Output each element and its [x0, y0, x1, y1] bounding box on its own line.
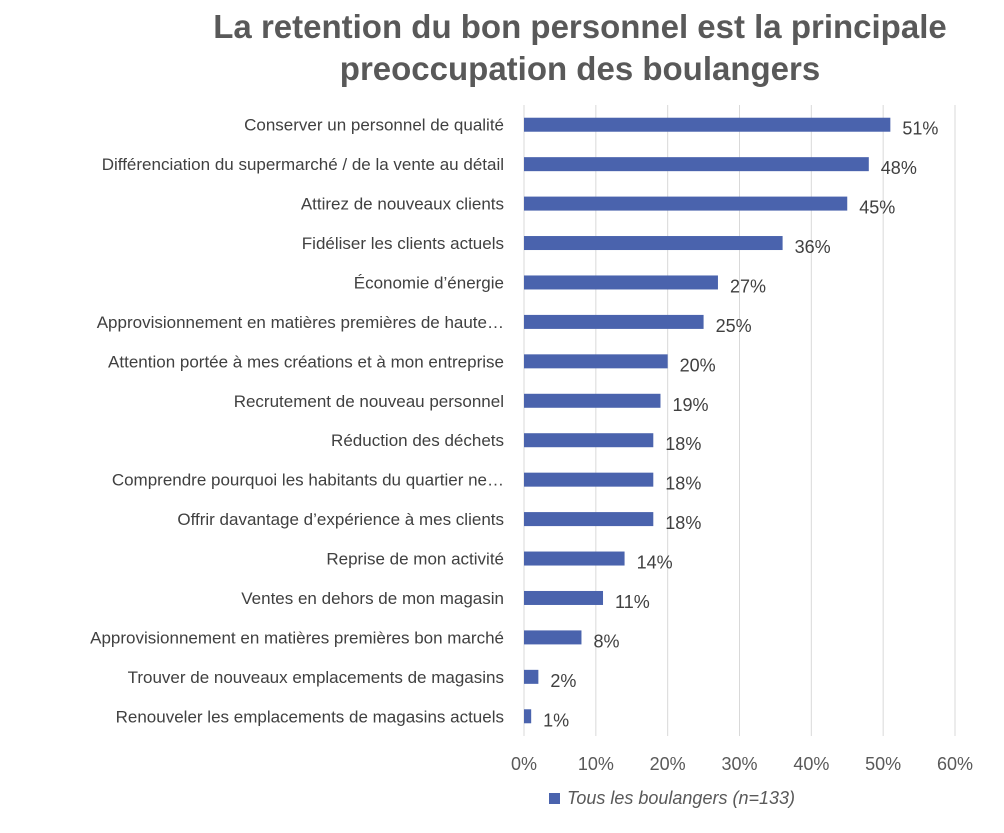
- bar: [524, 472, 654, 487]
- bar: [524, 157, 869, 172]
- category-label: Reprise de mon activité: [326, 550, 504, 569]
- category-label: Offrir davantage d’expérience à mes clie…: [177, 510, 504, 529]
- bar: [524, 393, 661, 408]
- bar: [524, 630, 582, 645]
- legend-label: Tous les boulangers (n=133): [567, 788, 795, 808]
- bar: [524, 236, 783, 251]
- category-label: Fidéliser les clients actuels: [302, 234, 504, 253]
- bar: [524, 196, 848, 211]
- category-label: Trouver de nouveaux emplacements de maga…: [128, 668, 504, 687]
- x-tick-label: 20%: [650, 754, 686, 774]
- x-tick-label: 10%: [578, 754, 614, 774]
- bar: [524, 512, 654, 527]
- value-label: 18%: [665, 434, 701, 454]
- bar: [524, 709, 532, 724]
- value-label: 45%: [859, 198, 895, 218]
- category-label: Comprendre pourquoi les habitants du qua…: [112, 471, 504, 490]
- x-tick-label: 40%: [793, 754, 829, 774]
- x-tick-label: 50%: [865, 754, 901, 774]
- value-label: 51%: [902, 119, 938, 139]
- value-label: 8%: [593, 631, 619, 651]
- value-label: 25%: [716, 316, 752, 336]
- value-label: 20%: [680, 355, 716, 375]
- value-label: 36%: [795, 237, 831, 257]
- bar: [524, 275, 718, 290]
- bar: [524, 117, 891, 132]
- bar: [524, 314, 704, 329]
- chart-title-line-1: La retention du bon personnel est la pri…: [213, 8, 947, 45]
- category-label: Ventes en dehors de mon magasin: [241, 589, 504, 608]
- category-label: Attention portée à mes créations et à mo…: [108, 352, 504, 371]
- bar: [524, 354, 668, 369]
- value-label: 18%: [665, 474, 701, 494]
- category-label: Renouveler les emplacements de magasins …: [116, 707, 504, 726]
- x-tick-label: 30%: [721, 754, 757, 774]
- chart-title-line-2: preoccupation des boulangers: [339, 50, 821, 87]
- value-label: 18%: [665, 513, 701, 533]
- legend: Tous les boulangers (n=133): [0, 788, 1004, 809]
- chart-title: La retention du bon personnel est la pri…: [160, 6, 1000, 90]
- value-label: 11%: [615, 592, 650, 612]
- bar: [524, 433, 654, 448]
- value-label: 1%: [543, 710, 569, 730]
- value-label: 2%: [550, 671, 576, 691]
- bar: [524, 590, 604, 605]
- value-label: 19%: [672, 395, 708, 415]
- category-label: Conserver un personnel de qualité: [244, 116, 504, 135]
- category-label: Économie d’énergie: [354, 273, 504, 292]
- x-tick-label: 60%: [937, 754, 973, 774]
- value-label: 14%: [637, 553, 673, 573]
- bar: [524, 669, 539, 684]
- category-label: Réduction des déchets: [331, 431, 504, 450]
- legend-swatch: [549, 793, 560, 804]
- category-label: Attirez de nouveaux clients: [301, 195, 504, 214]
- value-label: 48%: [881, 158, 917, 178]
- category-label: Approvisionnement en matières premières …: [90, 628, 504, 647]
- bar: [524, 551, 625, 566]
- value-label: 27%: [730, 276, 766, 296]
- category-label: Approvisionnement en matières premières …: [97, 313, 504, 332]
- x-tick-label: 0%: [511, 754, 537, 774]
- category-label: Différenciation du supermarché / de la v…: [102, 155, 504, 174]
- category-label: Recrutement de nouveau personnel: [234, 392, 504, 411]
